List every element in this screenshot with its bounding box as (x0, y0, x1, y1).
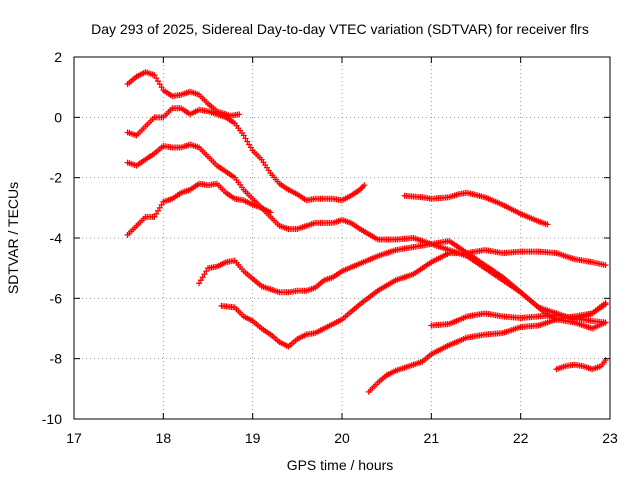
data-point-marker (602, 262, 609, 269)
data-point-marker (602, 299, 609, 306)
y-tick-label: -6 (50, 290, 63, 306)
data-point-marker (153, 75, 160, 82)
x-tick-label: 23 (602, 430, 618, 446)
chart-title: Day 293 of 2025, Sidereal Day-to-day VTE… (91, 21, 589, 37)
data-point-marker (244, 138, 251, 145)
data-point-marker (196, 280, 203, 287)
data-point-marker (242, 135, 249, 142)
data-point-marker (154, 78, 161, 85)
data-point-marker (151, 213, 158, 220)
data-point-marker (544, 221, 551, 228)
data-point-marker (151, 72, 158, 79)
series-arc-g (401, 189, 551, 228)
data-point-marker (154, 207, 161, 214)
data-point-marker (156, 81, 163, 88)
y-tick-label: -10 (42, 411, 62, 427)
y-tick-label: 0 (54, 109, 62, 125)
x-tick-label: 22 (513, 430, 529, 446)
series-arc-a (124, 69, 243, 119)
series-arc-c (124, 141, 609, 332)
data-point-marker (197, 277, 204, 284)
y-tick-label: 2 (54, 49, 62, 65)
series-arc-e (196, 238, 609, 323)
x-tick-label: 21 (424, 430, 440, 446)
data-point-marker (158, 201, 165, 208)
series-arc-d (124, 180, 274, 238)
y-axis-ticks: 2 0 -2 -4 -6 -8 -10 (42, 49, 610, 427)
series-arc-i (428, 310, 609, 329)
data-point-marker (246, 141, 253, 148)
data-point-marker (153, 210, 160, 217)
grid-lines (74, 57, 610, 419)
data-point-marker (267, 209, 274, 216)
x-tick-label: 19 (245, 430, 261, 446)
x-tick-label: 20 (334, 430, 350, 446)
series-arc-j (553, 357, 609, 373)
data-point-marker (201, 271, 208, 278)
data-point-marker (203, 268, 210, 275)
data-point-marker (199, 274, 206, 281)
x-axis-label: GPS time / hours (287, 457, 394, 473)
data-point-marker (236, 111, 243, 118)
data-point-marker (156, 204, 163, 211)
x-axis-ticks: 17 18 19 20 21 22 23 (66, 57, 618, 446)
data-point-marker (247, 144, 254, 151)
data-point-marker (158, 84, 165, 91)
data-point-marker (361, 182, 368, 189)
y-tick-label: -2 (50, 170, 63, 186)
y-axis-label: SDTVAR / TECUs (5, 182, 21, 294)
series-arc-b (124, 105, 368, 204)
data-point-marker (240, 132, 247, 139)
x-tick-label: 18 (156, 430, 172, 446)
y-tick-label: -8 (50, 351, 63, 367)
data-series (124, 69, 609, 395)
data-point-marker (602, 319, 609, 326)
y-tick-label: -4 (50, 230, 63, 246)
series-arc-f (218, 247, 609, 350)
x-tick-label: 17 (66, 430, 82, 446)
